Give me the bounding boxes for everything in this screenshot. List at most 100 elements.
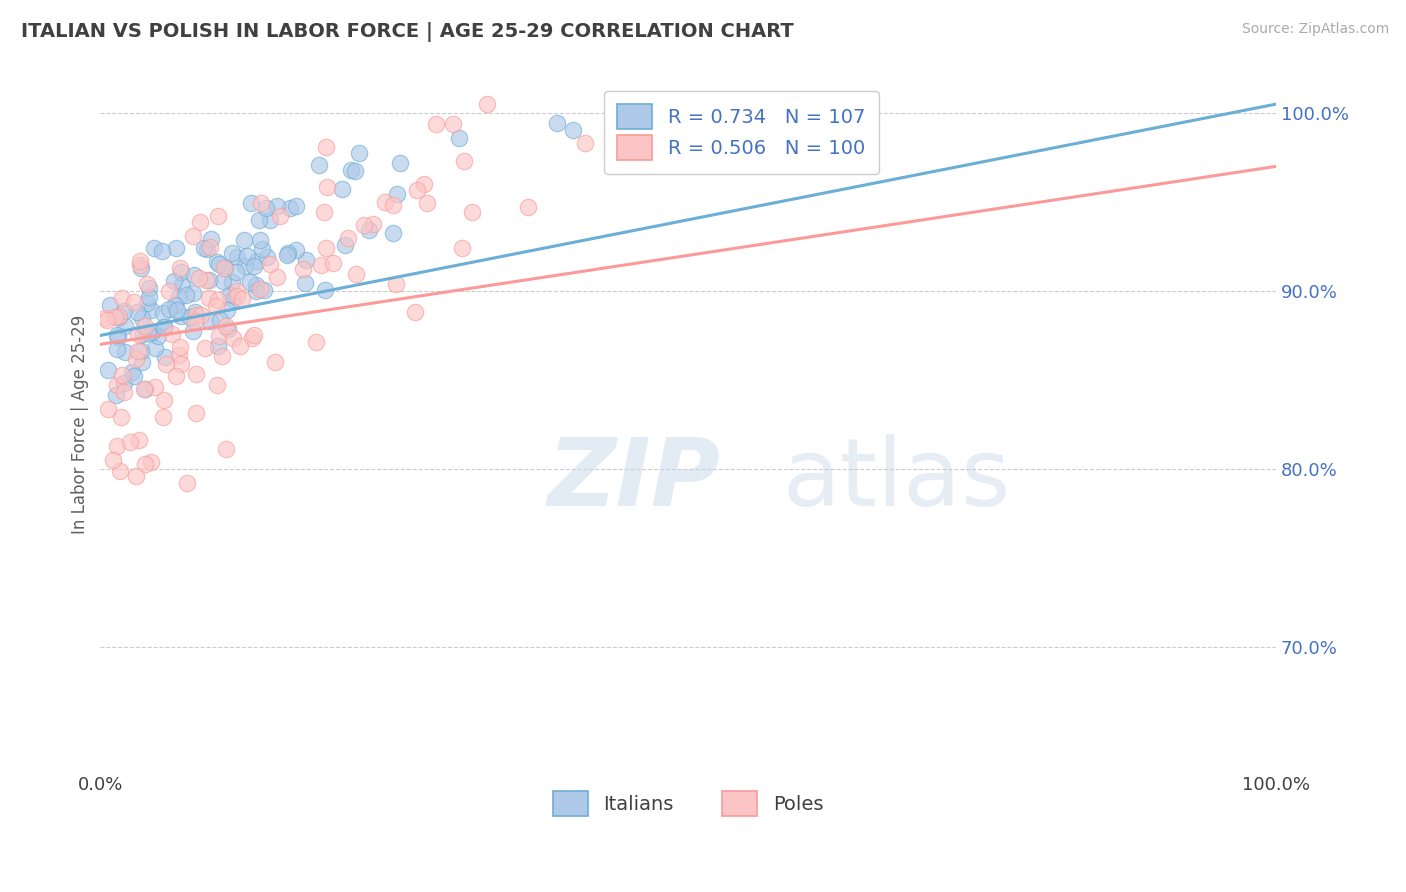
Point [170,310,193,324]
Point [340,163,363,178]
Point [295,253,318,268]
Point [353,218,375,232]
Point [239,275,262,289]
Point [562,122,585,136]
Point [136,326,159,341]
Point [160,326,183,341]
Point [139,303,162,318]
Point [256,250,278,264]
Point [141,325,163,339]
Point [104,388,127,402]
Point [212,260,235,275]
Point [250,242,273,256]
Point [200,314,222,328]
Point [152,306,174,320]
Point [152,320,174,334]
Text: atlas: atlas [782,434,1011,526]
Text: ZIP: ZIP [547,434,720,526]
Point [315,241,337,255]
Point [112,376,135,390]
Point [153,319,176,334]
Point [105,328,128,343]
Point [235,249,257,263]
Point [451,241,474,255]
Point [254,201,277,215]
Point [165,368,187,383]
Point [186,406,208,420]
Point [292,262,315,277]
Point [114,345,136,359]
Point [225,284,247,298]
Point [453,153,475,168]
Point [176,475,198,490]
Point [157,284,180,298]
Point [374,194,396,209]
Point [221,275,243,289]
Point [209,313,232,327]
Point [188,270,211,285]
Point [243,328,266,343]
Point [153,350,176,364]
Point [221,245,243,260]
Point [131,355,153,369]
Point [101,452,124,467]
Point [447,131,470,145]
Point [181,324,204,338]
Point [152,409,174,424]
Point [143,380,166,394]
Point [461,205,484,219]
Point [215,302,238,317]
Point [208,257,231,271]
Point [266,269,288,284]
Point [405,184,427,198]
Point [322,256,344,270]
Point [250,196,273,211]
Point [314,283,336,297]
Point [385,277,408,292]
Point [247,212,270,227]
Text: Source: ZipAtlas.com: Source: ZipAtlas.com [1241,22,1389,37]
Point [107,330,129,344]
Point [110,291,132,305]
Point [198,273,221,287]
Point [207,378,229,392]
Point [139,455,162,469]
Point [127,344,149,359]
Point [111,368,134,382]
Point [226,289,249,303]
Point [245,285,267,299]
Point [138,281,160,295]
Point [269,209,291,223]
Point [127,304,149,318]
Point [249,282,271,296]
Point [305,335,328,350]
Point [441,117,464,131]
Point [388,156,411,170]
Point [249,233,271,247]
Point [242,331,264,345]
Point [128,433,150,447]
Point [150,244,173,258]
Point [207,339,229,353]
Point [259,257,281,271]
Point [263,355,285,369]
Point [184,309,207,323]
Point [134,457,156,471]
Point [243,260,266,274]
Point [697,97,720,112]
Point [108,464,131,478]
Point [174,287,197,301]
Point [212,274,235,288]
Point [363,217,385,231]
Point [214,260,236,275]
Point [142,241,165,255]
Point [114,318,136,333]
Point [124,352,146,367]
Point [183,268,205,283]
Point [475,97,498,112]
Point [204,299,226,313]
Point [425,117,447,131]
Point [135,277,157,291]
Point [226,250,249,264]
Point [337,231,360,245]
